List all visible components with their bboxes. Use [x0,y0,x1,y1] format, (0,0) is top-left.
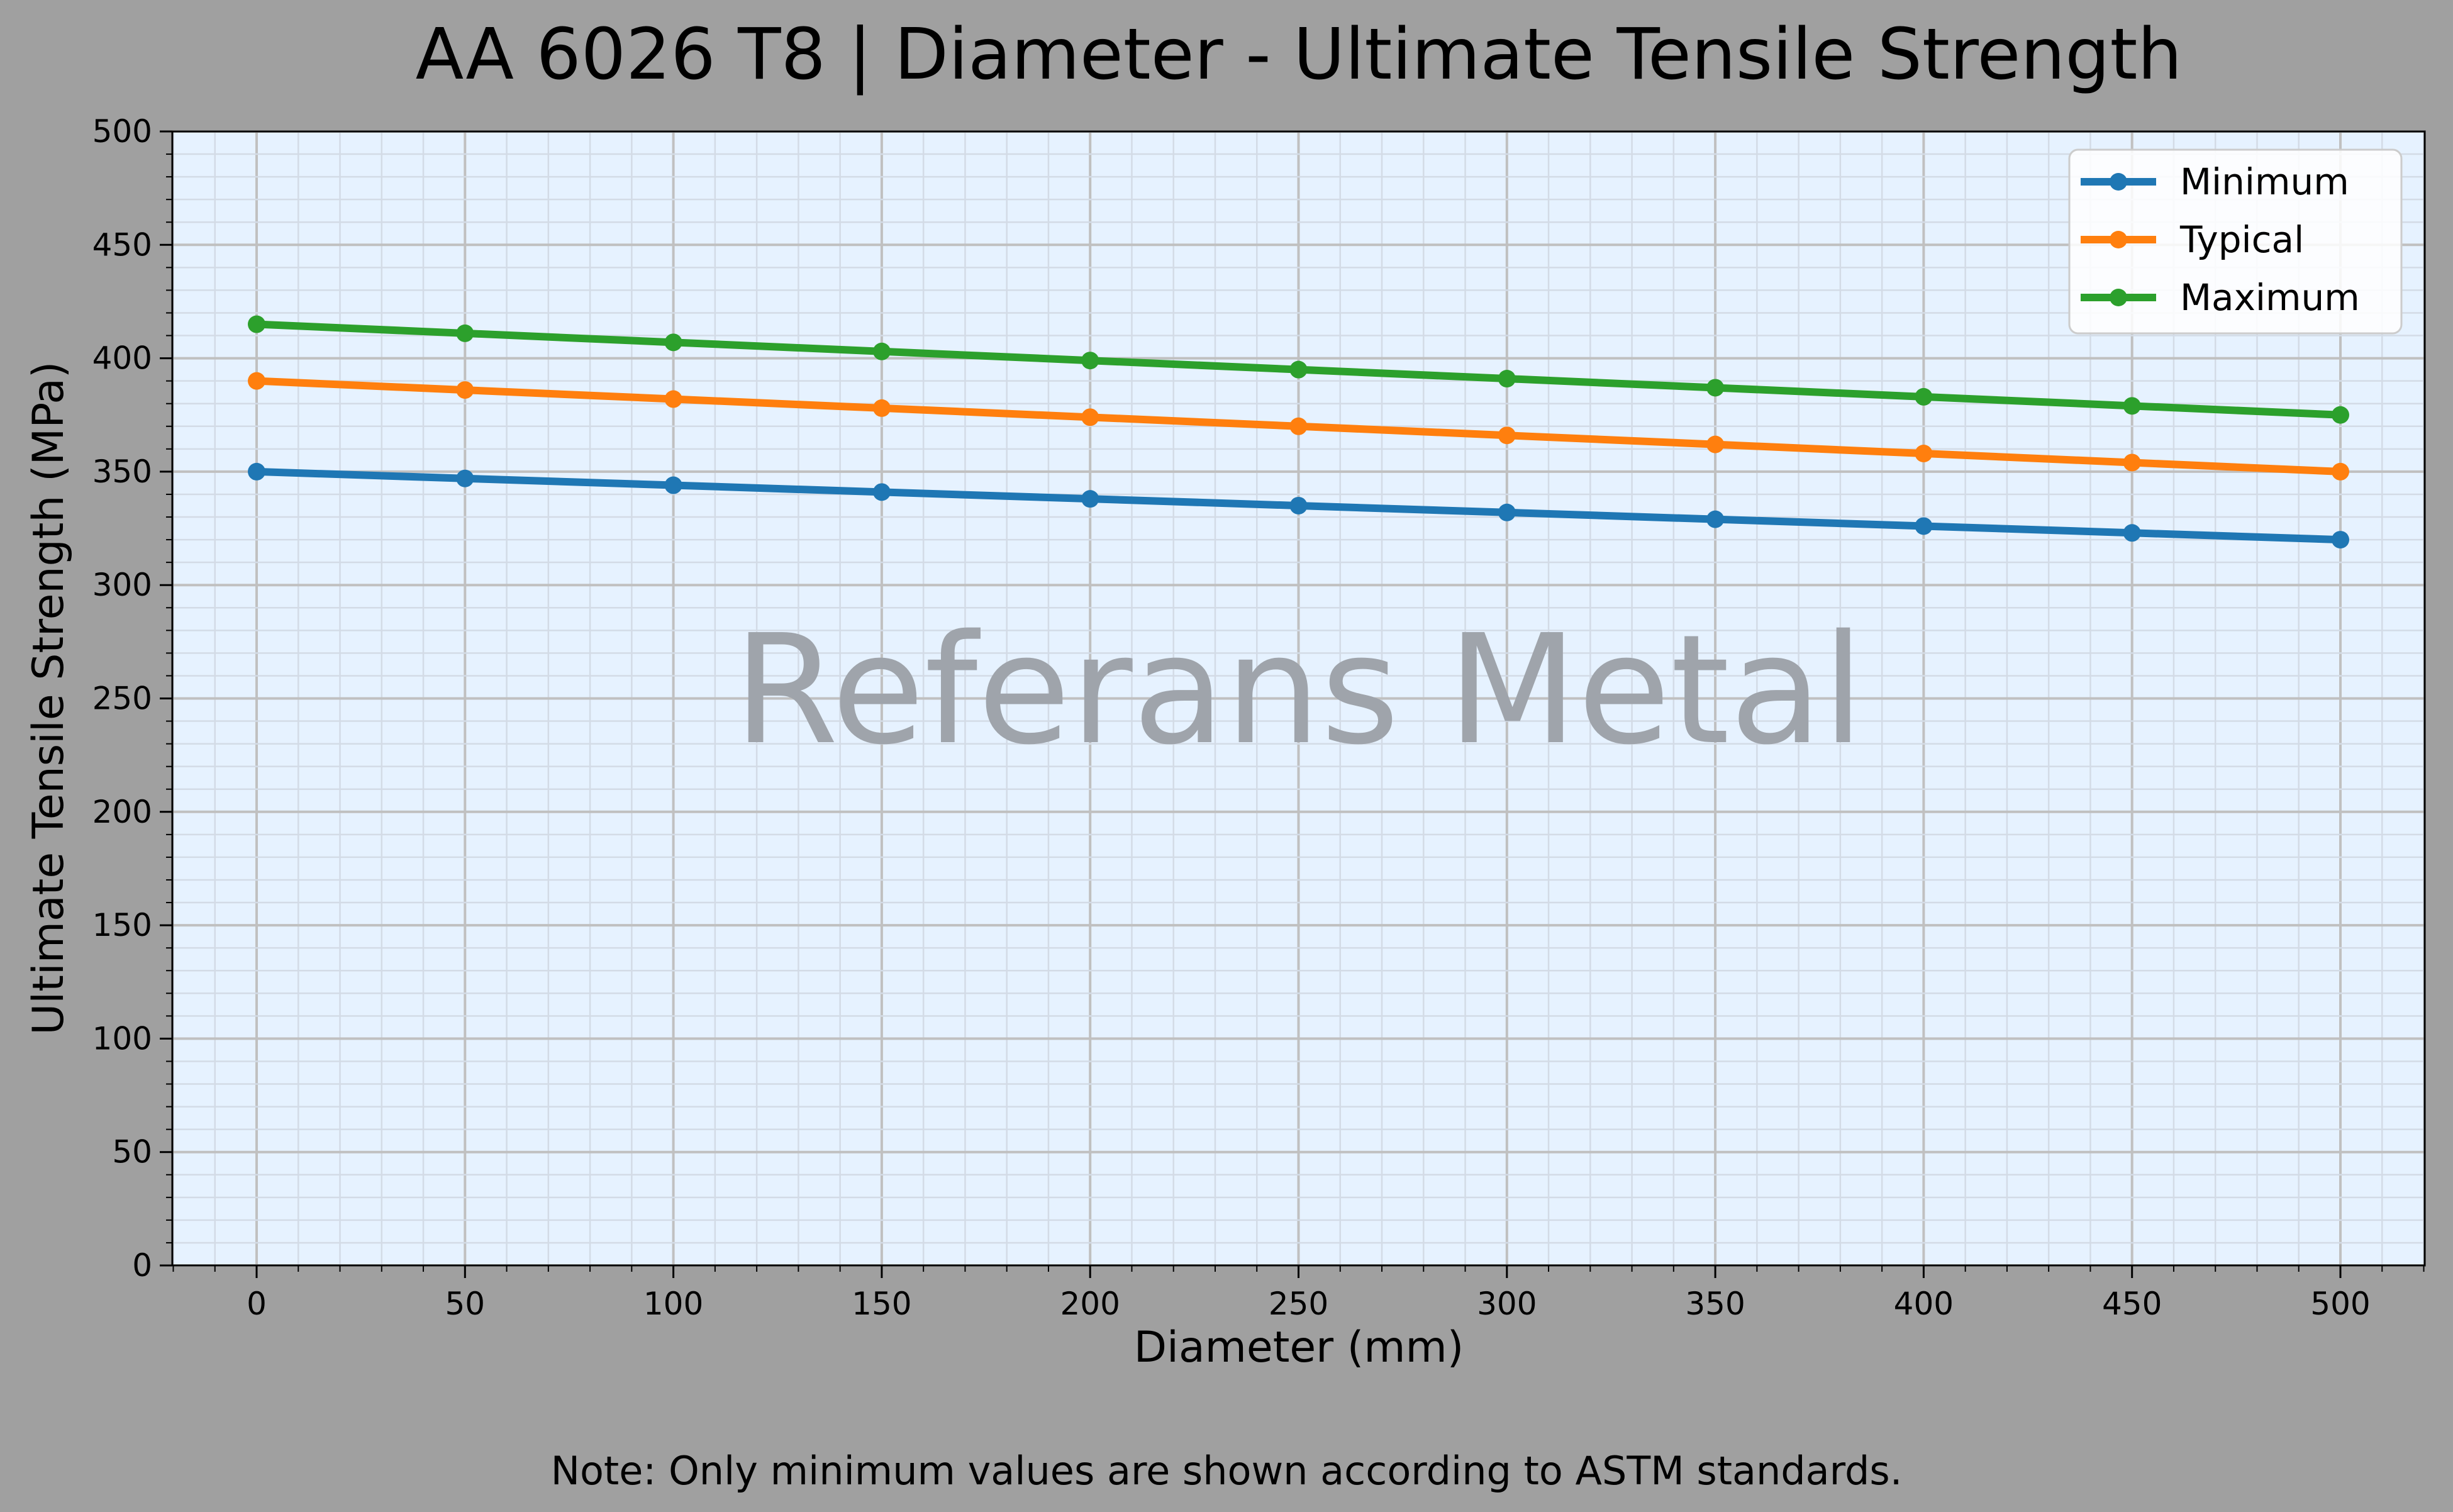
series-group [248,315,2349,549]
data-point-maximum [2123,397,2141,415]
data-point-maximum [1081,352,1099,370]
legend-marker-minimum [2110,173,2127,191]
x-tick-label: 500 [2310,1286,2370,1322]
data-point-minimum [2332,531,2349,549]
data-point-maximum [2332,406,2349,424]
x-tick-label: 400 [1894,1286,1954,1322]
data-point-minimum [248,462,265,481]
x-axis-label: Diameter (mm) [1134,1323,1464,1372]
y-tick-label: 50 [112,1134,152,1170]
legend-label: Typical [2179,218,2304,261]
x-tick-label: 200 [1060,1286,1120,1322]
data-point-maximum [248,315,265,333]
y-tick-label: 300 [92,567,152,603]
x-tick-label: 250 [1269,1286,1328,1322]
data-point-minimum [1915,517,1933,535]
data-point-minimum [1081,490,1099,508]
data-point-minimum [2123,524,2141,542]
data-point-minimum [1289,496,1308,514]
data-point-maximum [456,324,474,342]
data-point-typical [456,381,474,399]
data-point-minimum [872,483,891,501]
data-point-maximum [664,333,682,352]
data-point-maximum [1915,387,1933,406]
legend: Minimum Typical Maximum [2068,148,2403,335]
y-tick-label: 450 [92,226,152,263]
data-point-typical [872,399,891,417]
y-tick-label: 400 [92,340,152,377]
data-point-typical [1289,417,1308,435]
data-point-minimum [664,476,682,494]
y-tick-label: 100 [92,1020,152,1057]
y-tick-label: 150 [92,907,152,943]
x-tick-label: 350 [1685,1286,1745,1322]
y-tick-label: 200 [92,794,152,830]
x-tick-label: 450 [2102,1286,2162,1322]
legend-marker-maximum [2110,289,2127,306]
data-point-typical [2332,462,2349,481]
y-tick-label: 0 [132,1247,152,1284]
data-point-typical [1915,445,1933,463]
x-tick-label: 50 [445,1286,485,1322]
ticks: 0 50 100 150 200 250 300 350 400 450 500 0 50 100 150 2… [92,113,2425,1322]
data-point-maximum [1706,379,1725,397]
note: Note: Only minimum values are shown acco… [551,1448,1903,1494]
data-point-minimum [456,469,474,487]
data-point-maximum [1498,370,1516,388]
legend-marker-typical [2110,231,2127,248]
data-point-typical [664,390,682,408]
data-point-typical [1081,408,1099,426]
x-tick-label: 100 [643,1286,703,1322]
data-point-minimum [1706,510,1725,528]
data-point-maximum [1289,360,1308,379]
y-axis-label: Ultimate Tensile Strength (MPa) [24,362,74,1035]
data-point-minimum [1498,503,1516,521]
data-point-typical [1706,435,1725,453]
y-tick-label: 500 [92,113,152,150]
data-point-typical [248,372,265,390]
x-tick-label: 300 [1477,1286,1537,1322]
legend-label: Maximum [2180,276,2360,319]
data-point-typical [1498,426,1516,445]
y-tick-label: 250 [92,681,152,717]
data-point-maximum [872,342,891,360]
legend-box [2068,148,2403,335]
x-tick-label: 150 [852,1286,911,1322]
y-tick-label: 350 [92,453,152,490]
chart-title: AA 6026 T8 | Diameter - Ultimate Tensile… [416,14,2183,96]
watermark: Referans Metal [733,602,1864,778]
legend-label: Minimum [2180,160,2349,203]
data-point-typical [2123,453,2141,472]
x-tick-label: 0 [247,1286,267,1322]
